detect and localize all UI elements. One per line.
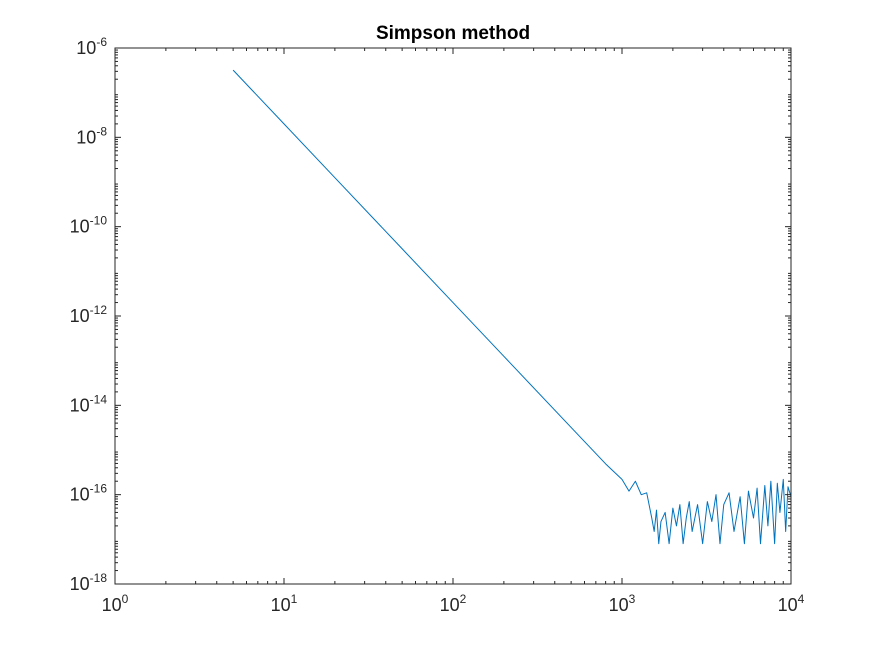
y-tick-label: 10-14 [70, 392, 108, 415]
y-tick-label: 10-10 [70, 214, 108, 237]
chart-title: Simpson method [376, 23, 530, 44]
x-tick-label: 104 [778, 592, 805, 615]
axes [114, 47, 792, 585]
y-tick-label: 10-6 [76, 35, 107, 58]
plot-area [115, 48, 791, 584]
x-tick-label: 103 [609, 592, 636, 615]
y-tick-label: 10-16 [70, 482, 108, 505]
y-tick-label: 10-18 [70, 571, 108, 594]
x-tick-label: 101 [271, 592, 298, 615]
y-tick-label: 10-8 [76, 124, 107, 147]
x-tick-label: 100 [102, 592, 129, 615]
y-tick-label: 10-12 [70, 303, 108, 326]
series-layer [232, 69, 792, 545]
ticks: 100 101 102 103 104 10-6 10-8 10-10 10-12 10-14 10… [70, 35, 805, 615]
x-tick-label: 102 [440, 592, 467, 615]
series-line-0 [232, 69, 792, 545]
